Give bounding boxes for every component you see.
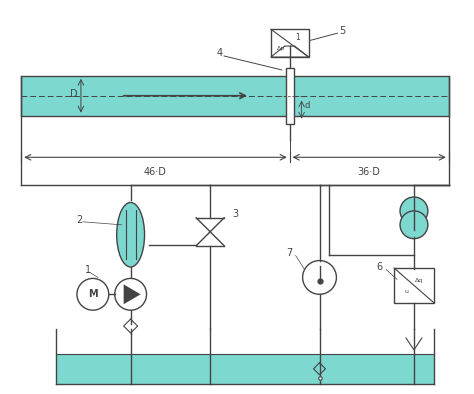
Text: 2: 2: [76, 215, 82, 225]
Bar: [21, 76, 449, 115]
Text: 1: 1: [85, 266, 91, 275]
Text: 1: 1: [296, 33, 301, 42]
Text: 6: 6: [376, 262, 382, 273]
Polygon shape: [271, 46, 309, 57]
Text: 5: 5: [339, 26, 346, 36]
Bar: [286, 68, 294, 124]
Text: M: M: [88, 289, 98, 299]
Text: 46·D: 46·D: [144, 167, 167, 177]
Polygon shape: [124, 284, 141, 304]
Bar: [56, 354, 434, 384]
Circle shape: [115, 279, 146, 310]
Text: 7: 7: [287, 247, 293, 258]
Text: d: d: [305, 101, 310, 110]
Text: 4: 4: [217, 48, 223, 58]
Text: 3: 3: [232, 209, 238, 219]
Circle shape: [77, 279, 109, 310]
Ellipse shape: [117, 203, 145, 267]
Text: u: u: [404, 289, 408, 294]
Circle shape: [302, 260, 337, 294]
Circle shape: [400, 211, 428, 239]
Bar: [271, 29, 309, 57]
Bar: [394, 268, 434, 303]
Text: Δp: Δp: [277, 46, 285, 50]
Text: Δq: Δq: [415, 278, 423, 283]
Text: D: D: [70, 89, 78, 99]
Text: 36·D: 36·D: [358, 167, 381, 177]
Circle shape: [400, 197, 428, 225]
